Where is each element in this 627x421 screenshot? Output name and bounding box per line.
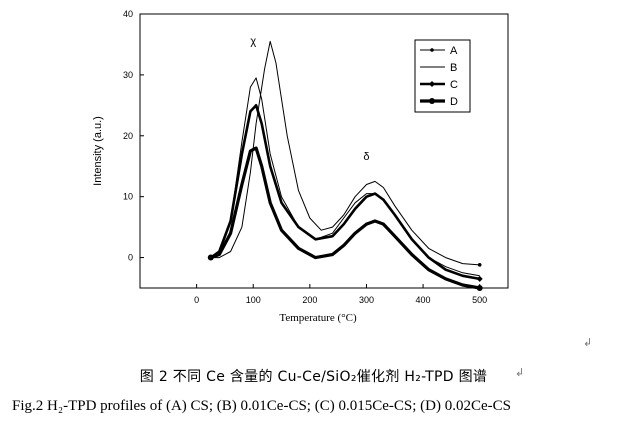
plot-frame (139, 13, 509, 289)
caption-chinese: 图 2 不同 Ce 含量的 Cu-Ce/SiO₂催化剂 H₂-TPD 图谱 (139, 369, 488, 385)
series-line-C (210, 104, 480, 281)
legend-label: D (450, 96, 458, 108)
x-tick-label: 100 (246, 295, 261, 305)
series-marker (476, 285, 483, 291)
series-marker (477, 263, 482, 267)
y-tick-label: 0 (128, 253, 133, 263)
y-tick-label: 30 (123, 70, 133, 80)
x-tick-label: 500 (472, 295, 487, 305)
series-marker (429, 81, 435, 87)
series-marker (207, 254, 214, 261)
x-tick-label: 300 (359, 295, 374, 305)
legend-label: A (450, 45, 458, 57)
y-axis-label: Intensity (a.u.) (92, 116, 104, 186)
x-axis-label: Temperature (°C) (279, 312, 357, 324)
legend-label: C (450, 79, 458, 91)
chart-series (207, 40, 483, 291)
x-tick-label: 400 (416, 295, 431, 305)
caption-english: Fig.2 H₂-TPD profiles of (A) CS; (B) 0.0… (12, 398, 511, 414)
series-marker (476, 275, 483, 282)
series-line-D (210, 146, 480, 290)
peak-annotation: δ (363, 151, 369, 163)
legend-label: B (450, 62, 457, 74)
y-tick-label: 10 (123, 192, 133, 202)
chart-axes (139, 13, 509, 289)
peak-annotation: χ (250, 35, 256, 47)
y-tick-label: 40 (123, 9, 133, 19)
series-marker (429, 98, 435, 104)
paragraph-mark: ↲ (583, 336, 593, 349)
x-tick-label: 200 (302, 295, 317, 305)
x-tick-label: 0 (194, 295, 199, 305)
paragraph-mark: ↲ (515, 366, 525, 379)
series-line-A (210, 40, 480, 266)
series-marker (430, 48, 434, 52)
chart-labels: 0 100 200 300 400 500 0 10 20 30 40 Temperature (°C… (92, 9, 487, 324)
y-tick-label: 20 (123, 131, 133, 141)
